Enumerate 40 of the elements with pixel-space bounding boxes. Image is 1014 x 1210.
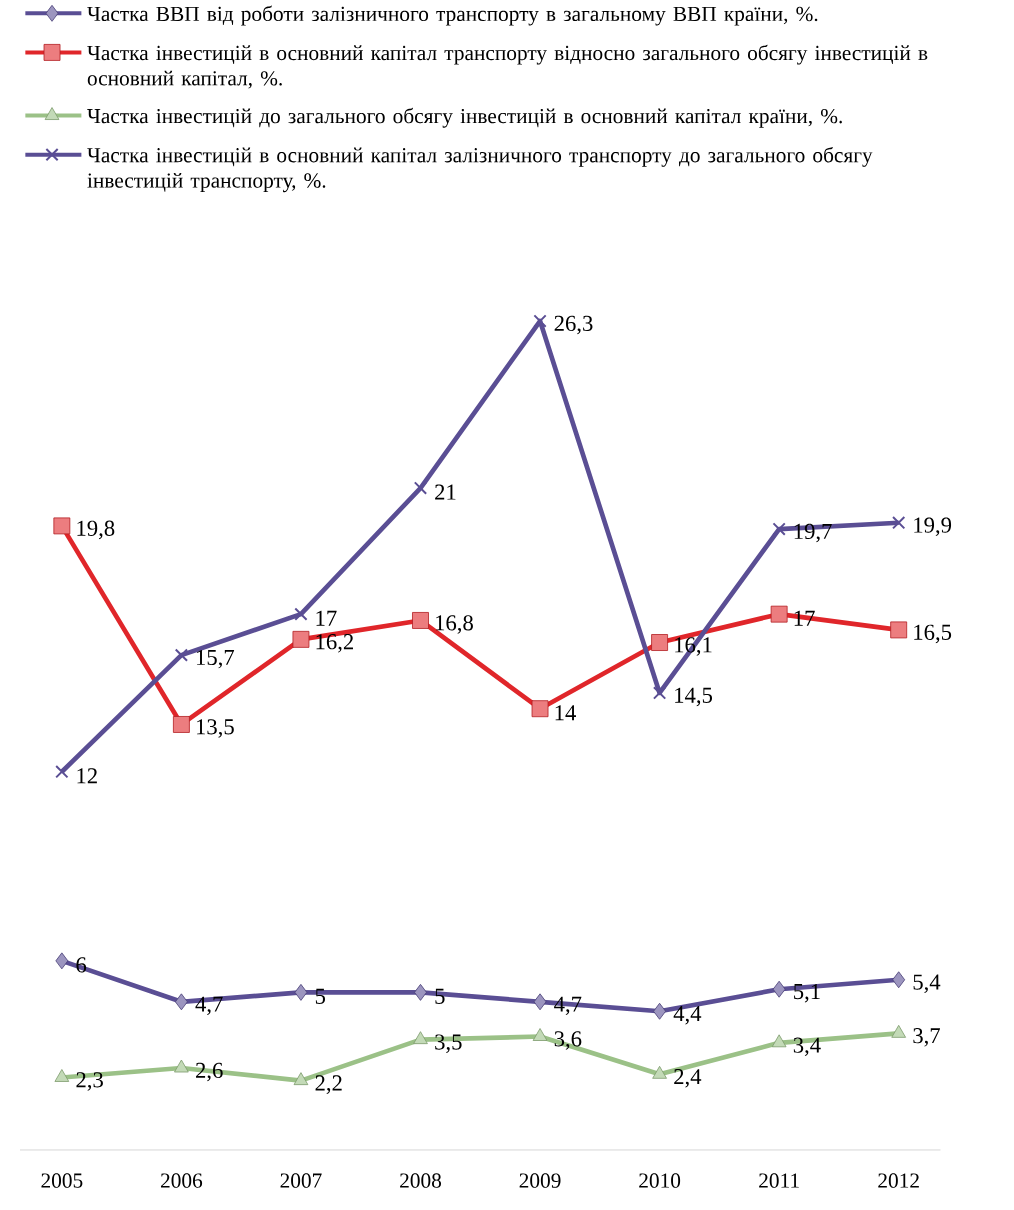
data-label: 16,8 [436,615,473,634]
data-label: 15,7 [197,649,235,669]
x-tick-label: 2008 [400,1173,442,1188]
data-label: 5,1 [794,983,820,1003]
x-tick-label: 2010 [639,1173,681,1188]
legend-label: Частка інвестицій в основний капітал залізничного транспорту до загального обсягу інвестицій транспорту, %. [87,146,873,193]
data-label: 16,2 [316,634,354,653]
data-label: 4,7 [195,996,223,1016]
data-label: 12 [77,768,97,784]
data-label: 14,5 [675,687,713,707]
data-label: 17 [316,610,337,626]
x-tick-label: 2007 [280,1173,322,1188]
data-label: 3,7 [913,1028,941,1047]
data-label: 2,3 [76,1072,103,1091]
x-tick-label: 2005 [41,1173,83,1188]
data-label: 2,2 [315,1075,342,1094]
data-label: 6 [76,957,87,973]
x-tick-label: 2012 [878,1173,919,1188]
data-label: 3,6 [554,1031,582,1050]
legend-label: Частка інвестицій в основний капітал транспорту відносно загального обсягу інвестицій в основний капітал, %. [87,44,928,89]
legend-label: Частка ВВП від роботи залізничного транспорту в загальному ВВП країни, %. [87,5,818,26]
data-label: 3,4 [793,1037,821,1057]
data-label: 4,7 [554,996,582,1016]
data-label: 19,8 [77,520,115,540]
data-label: 13,5 [197,719,234,738]
legend-label: Частка інвестицій до загального обсягу інвестицій в основний капітал країни, %. [87,107,842,128]
data-label: 2,4 [674,1069,702,1088]
x-tick-label: 2006 [161,1173,203,1188]
data-label: 19,9 [914,517,952,536]
data-label: 21 [435,484,456,500]
data-label: 5,4 [913,974,941,993]
x-tick-label: 2009 [519,1173,561,1188]
data-label: 16,5 [914,624,952,644]
data-label: 26,3 [554,315,593,335]
data-label: 14 [555,705,577,721]
data-label: 19,7 [794,523,832,543]
data-label: 2,6 [196,1062,223,1082]
data-label: 3,5 [435,1034,462,1053]
data-label: 4,4 [673,1006,702,1025]
x-tick-label: 2011 [759,1173,799,1188]
